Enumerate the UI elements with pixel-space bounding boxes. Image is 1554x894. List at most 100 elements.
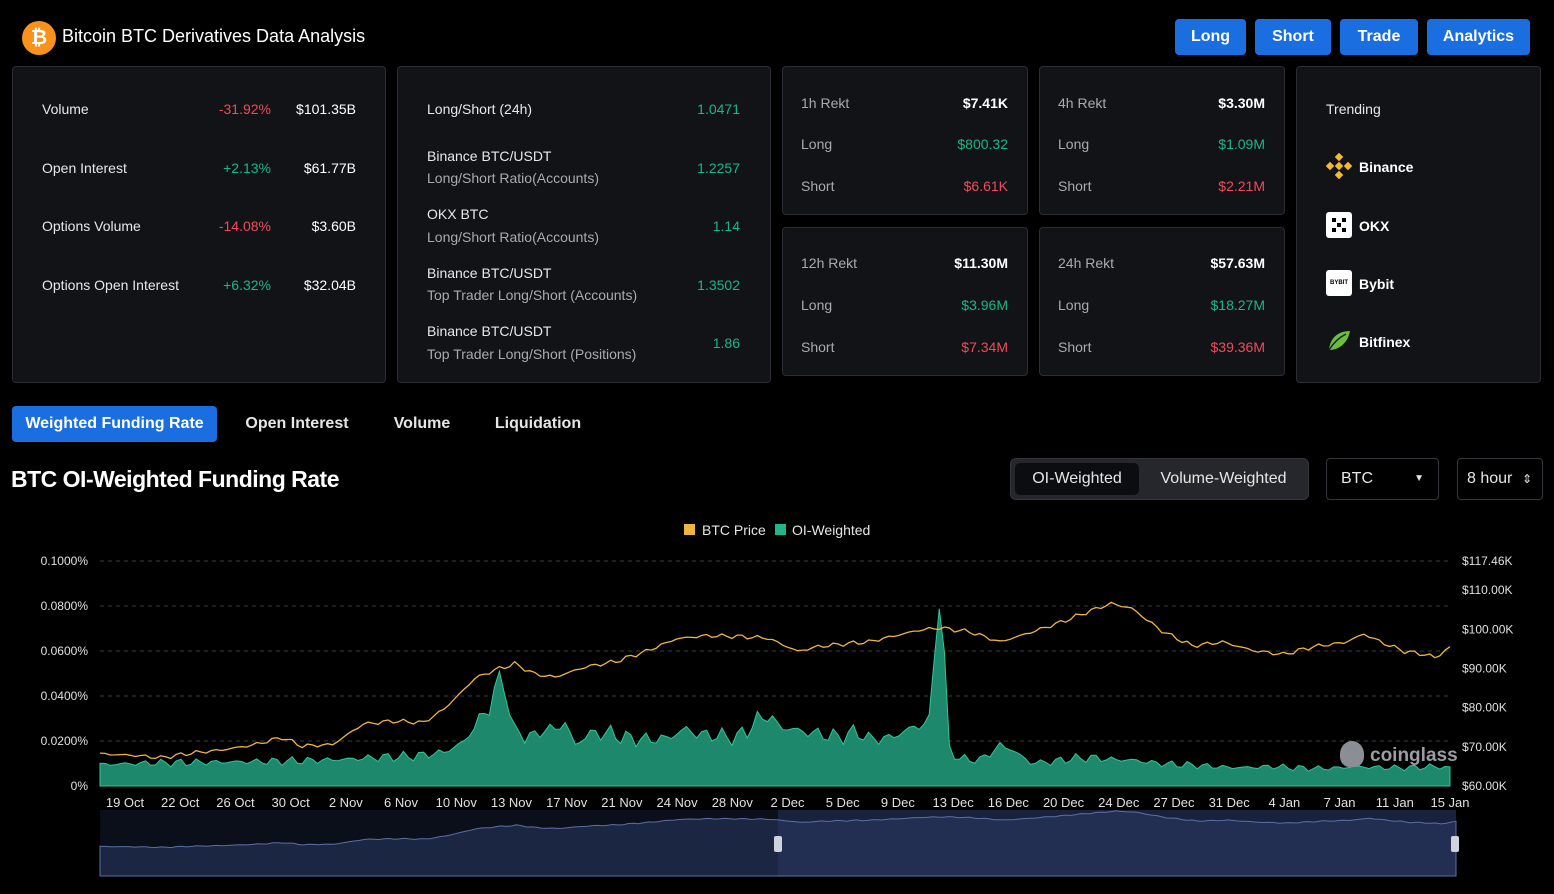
- overview-change: +2.13%: [223, 160, 271, 176]
- interval-select-value: 8 hour: [1467, 470, 1513, 487]
- trending-item-okx[interactable]: OKX: [1359, 218, 1390, 234]
- rekt-total: $3.30M: [1218, 95, 1265, 111]
- x-tick-label: 6 Nov: [384, 795, 418, 810]
- interval-select[interactable]: 8 hour ⇕: [1457, 458, 1543, 500]
- y-left-tick-label: 0.0800%: [41, 599, 89, 613]
- rekt-short-value: $6.61K: [963, 178, 1008, 194]
- trending-card: Trending Binance OKX BYBIT Bybit: [1296, 66, 1541, 383]
- overview-value: $101.35B: [296, 101, 356, 117]
- x-tick-label: 11 Jan: [1376, 795, 1414, 810]
- x-tick-label: 28 Nov: [712, 795, 754, 810]
- short-button[interactable]: Short: [1255, 19, 1331, 55]
- ratio-label: Long/Short (24h): [427, 101, 533, 117]
- legend-label-funding[interactable]: OI-Weighted: [792, 522, 871, 538]
- tab-volume[interactable]: Volume: [393, 415, 451, 432]
- legend-swatch-funding: [775, 524, 786, 535]
- x-tick-label: 13 Dec: [933, 795, 975, 810]
- coin-select[interactable]: BTC ▼: [1326, 458, 1439, 500]
- rekt-long-label: Long: [1058, 297, 1090, 313]
- rekt-title: 24h Rekt: [1058, 255, 1115, 271]
- x-tick-label: 2 Nov: [329, 795, 363, 810]
- tab-weighted-funding-rate[interactable]: Weighted Funding Rate: [12, 406, 217, 442]
- oi-weighted-option[interactable]: OI-Weighted: [1015, 463, 1139, 495]
- caret-down-icon: ▼: [1414, 473, 1424, 484]
- x-tick-label: 15 Jan: [1430, 795, 1469, 810]
- x-tick-label: 13 Nov: [491, 795, 533, 810]
- x-tick-label: 17 Nov: [546, 795, 588, 810]
- ratio-value: 1.86: [712, 335, 740, 351]
- long-button[interactable]: Long: [1175, 19, 1246, 55]
- rekt-long-value: $800.32: [957, 136, 1008, 152]
- trending-item-bybit[interactable]: Bybit: [1359, 276, 1394, 292]
- trending-item-bitfinex[interactable]: Bitfinex: [1359, 334, 1411, 350]
- rekt-long-value: $1.09M: [1218, 136, 1265, 152]
- ratio-value: 1.0471: [697, 101, 740, 117]
- y-right-tick-label: $80.00K: [1462, 701, 1507, 715]
- trending-item-binance[interactable]: Binance: [1359, 159, 1414, 175]
- x-tick-label: 9 Dec: [881, 795, 915, 810]
- tab-liquidation[interactable]: Liquidation: [494, 415, 582, 432]
- tab-open-interest[interactable]: Open Interest: [245, 415, 349, 432]
- x-tick-label: 7 Jan: [1324, 795, 1356, 810]
- coinglass-logo-icon: [1340, 741, 1364, 767]
- ratio-value: 1.14: [712, 218, 740, 234]
- analytics-button[interactable]: Analytics: [1427, 19, 1530, 55]
- x-tick-label: 31 Dec: [1209, 795, 1251, 810]
- rekt-title: 1h Rekt: [801, 95, 850, 111]
- overview-label: Options Open Interest: [42, 277, 179, 293]
- rekt-title: 12h Rekt: [801, 255, 858, 271]
- overview-card: Volume -31.92% $101.35B Open Interest +2…: [12, 66, 386, 383]
- rekt-title: 4h Rekt: [1058, 95, 1107, 111]
- rekt-long-value: $18.27M: [1210, 297, 1265, 313]
- trending-title: Trending: [1326, 101, 1381, 117]
- ratio-sublabel: Long/Short Ratio(Accounts): [427, 170, 599, 186]
- x-tick-label: 16 Dec: [988, 795, 1030, 810]
- ratio-sublabel: Long/Short Ratio(Accounts): [427, 229, 599, 245]
- bitcoin-logo-icon: ₿: [22, 21, 56, 55]
- x-tick-label: 20 Dec: [1043, 795, 1085, 810]
- funding-rate-chart[interactable]: 0% 0.0200% 0.0400% 0.0600% 0.0800% 0.1000% $6…: [0, 540, 1554, 894]
- coinglass-watermark: coinglass: [1370, 745, 1458, 766]
- x-tick-label: 26 Oct: [216, 795, 255, 810]
- rekt-short-value: $7.34M: [961, 339, 1008, 355]
- y-right-tick-label: $90.00K: [1462, 662, 1507, 676]
- chart-section-title: BTC OI-Weighted Funding Rate: [11, 466, 340, 492]
- ratio-sublabel: Top Trader Long/Short (Accounts): [427, 287, 638, 303]
- volume-weighted-option[interactable]: Volume-Weighted: [1160, 470, 1287, 487]
- y-left-tick-label: 0.0600%: [41, 644, 89, 658]
- rekt-total: $57.63M: [1210, 255, 1265, 271]
- funding-area-series: [99, 608, 1451, 787]
- x-tick-label: 24 Nov: [656, 795, 698, 810]
- overview-change: -31.92%: [218, 101, 271, 117]
- overview-label: Open Interest: [42, 160, 127, 176]
- y-right-tick-label: $70.00K: [1462, 740, 1507, 754]
- x-tick-label: 10 Nov: [436, 795, 478, 810]
- rekt-total: $11.30M: [954, 255, 1008, 271]
- updown-caret-icon: ⇕: [1521, 472, 1532, 486]
- x-tick-label: 22 Oct: [161, 795, 200, 810]
- legend-label-price[interactable]: BTC Price: [702, 522, 766, 538]
- navigator-left-handle: [774, 836, 782, 852]
- rekt-total: $7.41K: [962, 95, 1008, 111]
- page-header-title: Bitcoin BTC Derivatives Data Analysis: [62, 26, 366, 46]
- rekt-short-label: Short: [1058, 178, 1092, 194]
- rekt-short-label: Short: [801, 339, 835, 355]
- coin-select-value: BTC: [1341, 470, 1373, 487]
- rekt-card-24h: 24h Rekt $57.63M Long $18.27M Short $39.…: [1039, 227, 1285, 376]
- overview-change: -14.08%: [218, 218, 271, 234]
- rekt-card-12h: 12h Rekt $11.30M Long $3.96M Short $7.34…: [782, 227, 1028, 376]
- ratio-label: Binance BTC/USDT: [427, 265, 552, 281]
- rekt-card-4h: 4h Rekt $3.30M Long $1.09M Short $2.21M: [1039, 66, 1285, 215]
- weighting-toggle: OI-Weighted Volume-Weighted: [1010, 458, 1309, 500]
- okx-icon: [1326, 212, 1352, 238]
- x-tick-label: 24 Dec: [1098, 795, 1140, 810]
- y-right-tick-label: $60.00K: [1462, 779, 1507, 793]
- x-tick-label: 2 Dec: [771, 795, 805, 810]
- x-tick-label: 21 Nov: [601, 795, 643, 810]
- rekt-long-label: Long: [801, 297, 833, 313]
- ratio-label: Binance BTC/USDT: [427, 148, 552, 164]
- rekt-short-label: Short: [1058, 339, 1092, 355]
- trade-button[interactable]: Trade: [1340, 19, 1418, 55]
- ratio-label: OKX BTC: [427, 206, 489, 222]
- overview-value: $32.04B: [303, 277, 356, 293]
